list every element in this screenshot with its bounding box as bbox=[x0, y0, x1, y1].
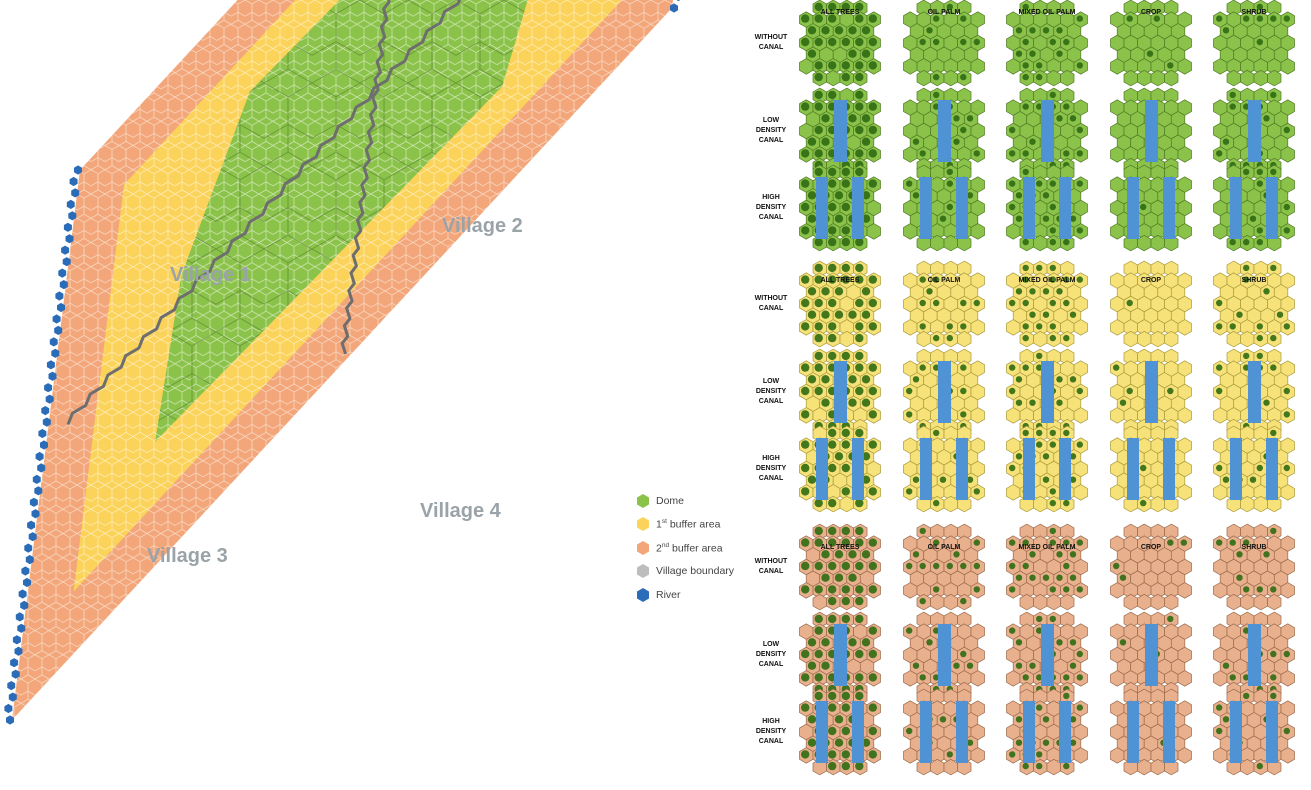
legend-buffer1-label: 1st buffer area bbox=[656, 518, 721, 531]
village-3-label: Village 3 bbox=[147, 545, 228, 567]
scenario-cell bbox=[903, 0, 985, 87]
legend-boundary-label: Village boundary bbox=[656, 565, 735, 578]
scenario-cell bbox=[1213, 164, 1295, 252]
legend-item-dome: Dome bbox=[636, 489, 734, 513]
scenario-cell bbox=[1006, 611, 1088, 699]
row-header: HIGH DENSITY CANAL bbox=[755, 194, 787, 221]
column-header: OIL PALM bbox=[927, 277, 961, 284]
row-header: HIGH DENSITY CANAL bbox=[755, 718, 787, 745]
column-header: SHRUB bbox=[1241, 277, 1267, 284]
column-header: CROP bbox=[1140, 544, 1162, 551]
scenario-cell bbox=[903, 688, 985, 776]
landscape-map bbox=[4, 0, 681, 725]
scenario-cell bbox=[1110, 87, 1192, 175]
row-header: WITHOUT CANAL bbox=[754, 295, 788, 312]
boundary-swatch-icon bbox=[637, 564, 649, 579]
column-header: OIL PALM bbox=[927, 544, 961, 551]
scenario-cell bbox=[799, 611, 881, 699]
scenario-cell bbox=[799, 260, 881, 348]
row-header: WITHOUT CANAL bbox=[754, 558, 788, 575]
column-header: CROP bbox=[1140, 277, 1162, 284]
scenario-cell bbox=[799, 523, 881, 611]
scenario-cell bbox=[903, 87, 985, 175]
scenario-cell bbox=[1110, 260, 1192, 348]
map-legend: Dome 1st buffer area 2nd buffer area Vil… bbox=[636, 489, 734, 607]
scenario-cell bbox=[903, 523, 985, 611]
column-header: ALL TREES bbox=[820, 544, 860, 551]
scenario-cell bbox=[1006, 688, 1088, 776]
row-header: WITHOUT CANAL bbox=[754, 34, 788, 51]
scenario-cell bbox=[1110, 348, 1192, 436]
row-header: LOW DENSITY CANAL bbox=[755, 641, 787, 668]
scenario-cell bbox=[1213, 0, 1295, 87]
buffer2-swatch-icon bbox=[637, 540, 649, 555]
row-header: LOW DENSITY CANAL bbox=[755, 117, 787, 144]
row-header: HIGH DENSITY CANAL bbox=[755, 455, 787, 482]
scenario-cell bbox=[1110, 523, 1192, 611]
scenario-cell bbox=[1110, 611, 1192, 699]
village-4-label: Village 4 bbox=[420, 500, 501, 522]
scenario-cell bbox=[1110, 425, 1192, 513]
scenario-cell bbox=[1110, 164, 1192, 252]
column-header: MIXED OIL PALM bbox=[1018, 9, 1076, 16]
column-header: CROP bbox=[1140, 9, 1162, 16]
legend-item-river: River bbox=[636, 583, 734, 607]
column-header: MIXED OIL PALM bbox=[1018, 277, 1076, 284]
scenario-cell bbox=[1213, 348, 1295, 436]
column-header: ALL TREES bbox=[820, 9, 860, 16]
scenario-cell bbox=[1006, 348, 1088, 436]
scenario-cell bbox=[1213, 425, 1295, 513]
legend-dome-label: Dome bbox=[656, 494, 685, 507]
scenario-cell bbox=[799, 425, 881, 513]
scenario-cell bbox=[903, 611, 985, 699]
river-swatch-icon bbox=[637, 587, 649, 602]
column-header: ALL TREES bbox=[820, 277, 860, 284]
scenario-cell bbox=[1213, 260, 1295, 348]
scenario-cell bbox=[799, 87, 881, 175]
scenario-cell bbox=[799, 688, 881, 776]
scenario-cell bbox=[1213, 688, 1295, 776]
buffer1-swatch-icon bbox=[637, 517, 649, 532]
scenario-cell bbox=[903, 260, 985, 348]
scenario-cell bbox=[1213, 611, 1295, 699]
legend-river-label: River bbox=[656, 588, 681, 601]
column-header: SHRUB bbox=[1241, 544, 1267, 551]
column-header: SHRUB bbox=[1241, 9, 1267, 16]
scenario-cell bbox=[799, 164, 881, 252]
legend-item-buffer2: 2nd buffer area bbox=[636, 536, 734, 560]
dome-swatch-icon bbox=[637, 493, 649, 508]
scenario-cell bbox=[1213, 523, 1295, 611]
scenario-cell bbox=[1006, 87, 1088, 175]
scenario-cell bbox=[1110, 688, 1192, 776]
column-header: MIXED OIL PALM bbox=[1018, 544, 1076, 551]
legend-item-buffer1: 1st buffer area bbox=[636, 513, 734, 537]
scenario-cell bbox=[1006, 523, 1088, 611]
scenario-cell bbox=[1006, 0, 1088, 87]
scenario-cell bbox=[1213, 87, 1295, 175]
village-1-label: Village 1 bbox=[170, 264, 251, 286]
scenario-cell bbox=[903, 164, 985, 252]
legend-buffer2-label: 2nd buffer area bbox=[656, 541, 723, 555]
scenario-cell bbox=[1006, 164, 1088, 252]
scenario-cell bbox=[1006, 425, 1088, 513]
scenario-cell bbox=[799, 0, 881, 87]
scenario-cell bbox=[799, 348, 881, 436]
scenario-cell bbox=[1110, 0, 1192, 87]
scenario-cell bbox=[1006, 260, 1088, 348]
legend-item-boundary: Village boundary bbox=[636, 560, 734, 584]
column-header: OIL PALM bbox=[927, 9, 961, 16]
row-header: LOW DENSITY CANAL bbox=[755, 378, 787, 405]
scenario-cell bbox=[903, 425, 985, 513]
scenario-cell bbox=[903, 348, 985, 436]
village-2-label: Village 2 bbox=[442, 215, 523, 237]
